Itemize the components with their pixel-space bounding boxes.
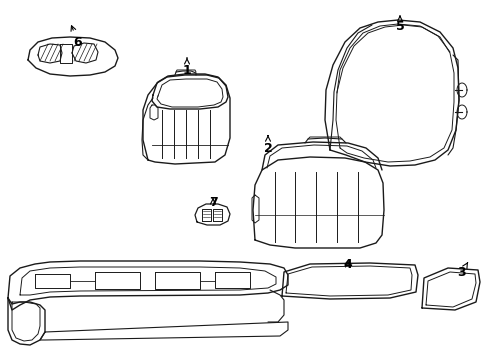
Text: 4: 4 <box>343 258 352 271</box>
Text: 1: 1 <box>182 58 191 77</box>
Text: 2: 2 <box>263 136 272 154</box>
Text: 3: 3 <box>457 262 467 279</box>
Text: 5: 5 <box>395 16 404 32</box>
Text: 6: 6 <box>71 26 82 49</box>
Text: 7: 7 <box>208 195 217 208</box>
